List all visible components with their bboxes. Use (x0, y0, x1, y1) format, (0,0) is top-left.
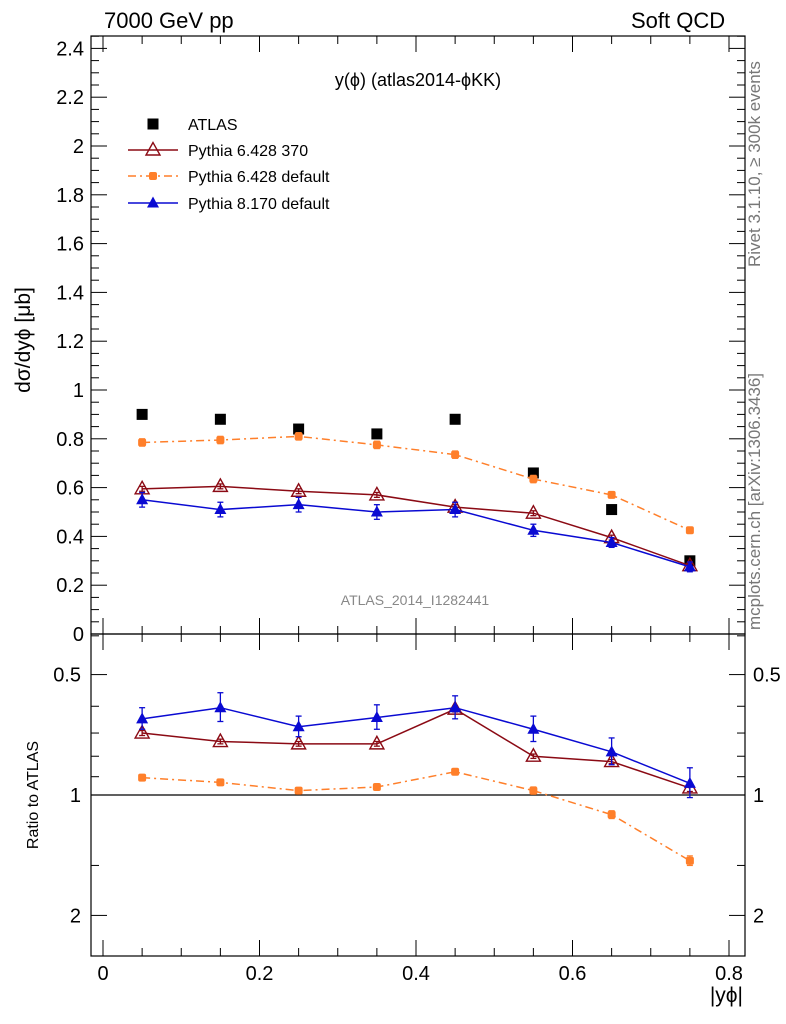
pythia-6-428-370-line (142, 485, 691, 567)
pythia-8-170-default-point (370, 505, 383, 517)
pythia-8-170-default-point (449, 701, 462, 713)
y-tick-label: 0.2 (56, 575, 84, 597)
y-tick-label: 2 (73, 136, 84, 158)
pythia-6-428-370-point (133, 724, 151, 739)
pythia-6-428-370-point (212, 732, 229, 748)
pythia-8-170-default-point (605, 745, 618, 757)
legend-pythia-6-428-default-marker (149, 172, 157, 180)
y-tick-label: 1.2 (56, 331, 84, 353)
pythia-8-170-default-point (449, 503, 462, 515)
pythia-8-170-default-point (292, 498, 305, 510)
energy-label: 7000 GeV pp (104, 8, 234, 33)
pythia-8-170-default-line (142, 706, 691, 785)
analysis-watermark: ATLAS_2014_I1282441 (341, 592, 490, 608)
pythia-8-170-default-point (292, 720, 305, 732)
pythia-8-170-default-line (142, 499, 691, 568)
legend-pythia-6-428-default-label: Pythia 6.428 default (188, 169, 330, 186)
pythia-6-428-default-line (142, 771, 691, 862)
pythia-6-428-default-point (372, 783, 381, 792)
pythia-6-428-default-point (607, 490, 616, 499)
legend-pythia-8-170-default-marker (147, 196, 159, 208)
plot-title: y(ϕ) (atlas2014-ϕKK) (335, 70, 501, 90)
legend-pythia-8-170-default-label: Pythia 8.170 default (188, 196, 330, 213)
pythia-6-428-default-point (216, 436, 225, 445)
pythia-8-170-default-point (136, 493, 149, 505)
pythia-6-428-default-point (451, 767, 460, 776)
y-tick-label: 0.6 (56, 478, 84, 500)
ratio-y-axis-title: Ratio to ATLAS (25, 741, 42, 849)
ratio-y-tick-label: 1 (753, 785, 764, 807)
x-axis-title: |yϕ| (710, 984, 743, 1007)
atlas-point (371, 428, 383, 440)
pythia-6-428-default-point (216, 778, 225, 787)
pythia-6-428-default-point (529, 786, 538, 795)
pythia-8-170-default-point (136, 712, 149, 724)
pythia-6-428-370-line (142, 708, 691, 789)
ratio-y-tick-label: 0.5 (53, 665, 81, 687)
pythia-8-170-default-point (683, 776, 696, 788)
pythia-6-428-370-point (368, 485, 386, 501)
y-tick-label: 2.4 (56, 38, 84, 60)
legend-pythia-6-428-370-marker (144, 141, 162, 156)
y-axis-title: dσ/dyϕ [μb] (12, 287, 35, 393)
atlas-point (293, 423, 305, 435)
pythia-8-170-default-point (605, 536, 618, 547)
legend-pythia-6-428-370-label: Pythia 6.428 370 (188, 143, 308, 160)
x-tick-label: 0.8 (715, 963, 743, 985)
y-tick-label: 1.8 (56, 185, 84, 207)
x-tick-label: 0.2 (246, 963, 274, 985)
pythia-6-428-370-point (368, 734, 386, 750)
atlas-point (136, 408, 148, 420)
atlas-point (214, 413, 226, 425)
pythia-6-428-default-point (529, 475, 538, 484)
y-tick-label: 0 (73, 624, 84, 646)
pythia-6-428-default-point (685, 856, 694, 865)
y-tick-label: 2.2 (56, 87, 84, 109)
pythia-8-170-default-point (370, 710, 383, 722)
pythia-8-170-default-point (527, 523, 540, 535)
pythia-6-428-default-point (451, 450, 460, 459)
pythia-6-428-370-point (603, 752, 620, 768)
legend-atlas-label: ATLAS (188, 117, 238, 134)
pythia-6-428-370-point (290, 734, 307, 750)
pythia-6-428-370-point (290, 482, 307, 497)
legend-atlas-marker (147, 118, 159, 130)
pythia-8-170-default-point (683, 560, 696, 572)
ratio-y-tick-label: 1 (70, 785, 81, 807)
pythia-6-428-default-line (142, 435, 691, 531)
x-tick-label: 0 (97, 963, 108, 985)
pythia-6-428-370-point (525, 504, 542, 519)
atlas-point (606, 504, 618, 516)
ratio-y-tick-label: 0.5 (753, 665, 781, 687)
pythia-8-170-default-point (527, 722, 540, 734)
y-tick-label: 1 (73, 380, 84, 402)
y-tick-label: 0.4 (56, 526, 84, 548)
process-label: Soft QCD (631, 8, 726, 33)
pythia-6-428-default-point (372, 440, 381, 449)
atlas-point (449, 413, 461, 425)
x-tick-label: 0.6 (559, 963, 587, 985)
pythia-6-428-370-point (212, 477, 229, 493)
pythia-6-428-default-point (294, 786, 303, 795)
pythia-8-170-default-point (214, 503, 227, 515)
pythia-6-428-default-point (685, 526, 694, 535)
pythia-6-428-default-point (138, 773, 147, 782)
pythia-6-428-default-point (294, 432, 303, 441)
atlas-point (527, 467, 539, 479)
pythia-6-428-default-point (607, 810, 616, 819)
y-tick-label: 1.6 (56, 234, 84, 256)
pythia-6-428-370-point (525, 747, 542, 762)
pythia-6-428-default-point (138, 438, 147, 447)
ratio-y-tick-label: 2 (70, 905, 81, 927)
ratio-y-tick-label: 2 (753, 905, 764, 927)
pythia-8-170-default-point (214, 701, 227, 713)
x-tick-label: 0.4 (402, 963, 430, 985)
y-tick-label: 0.8 (56, 429, 84, 451)
y-tick-label: 1.4 (56, 282, 84, 304)
